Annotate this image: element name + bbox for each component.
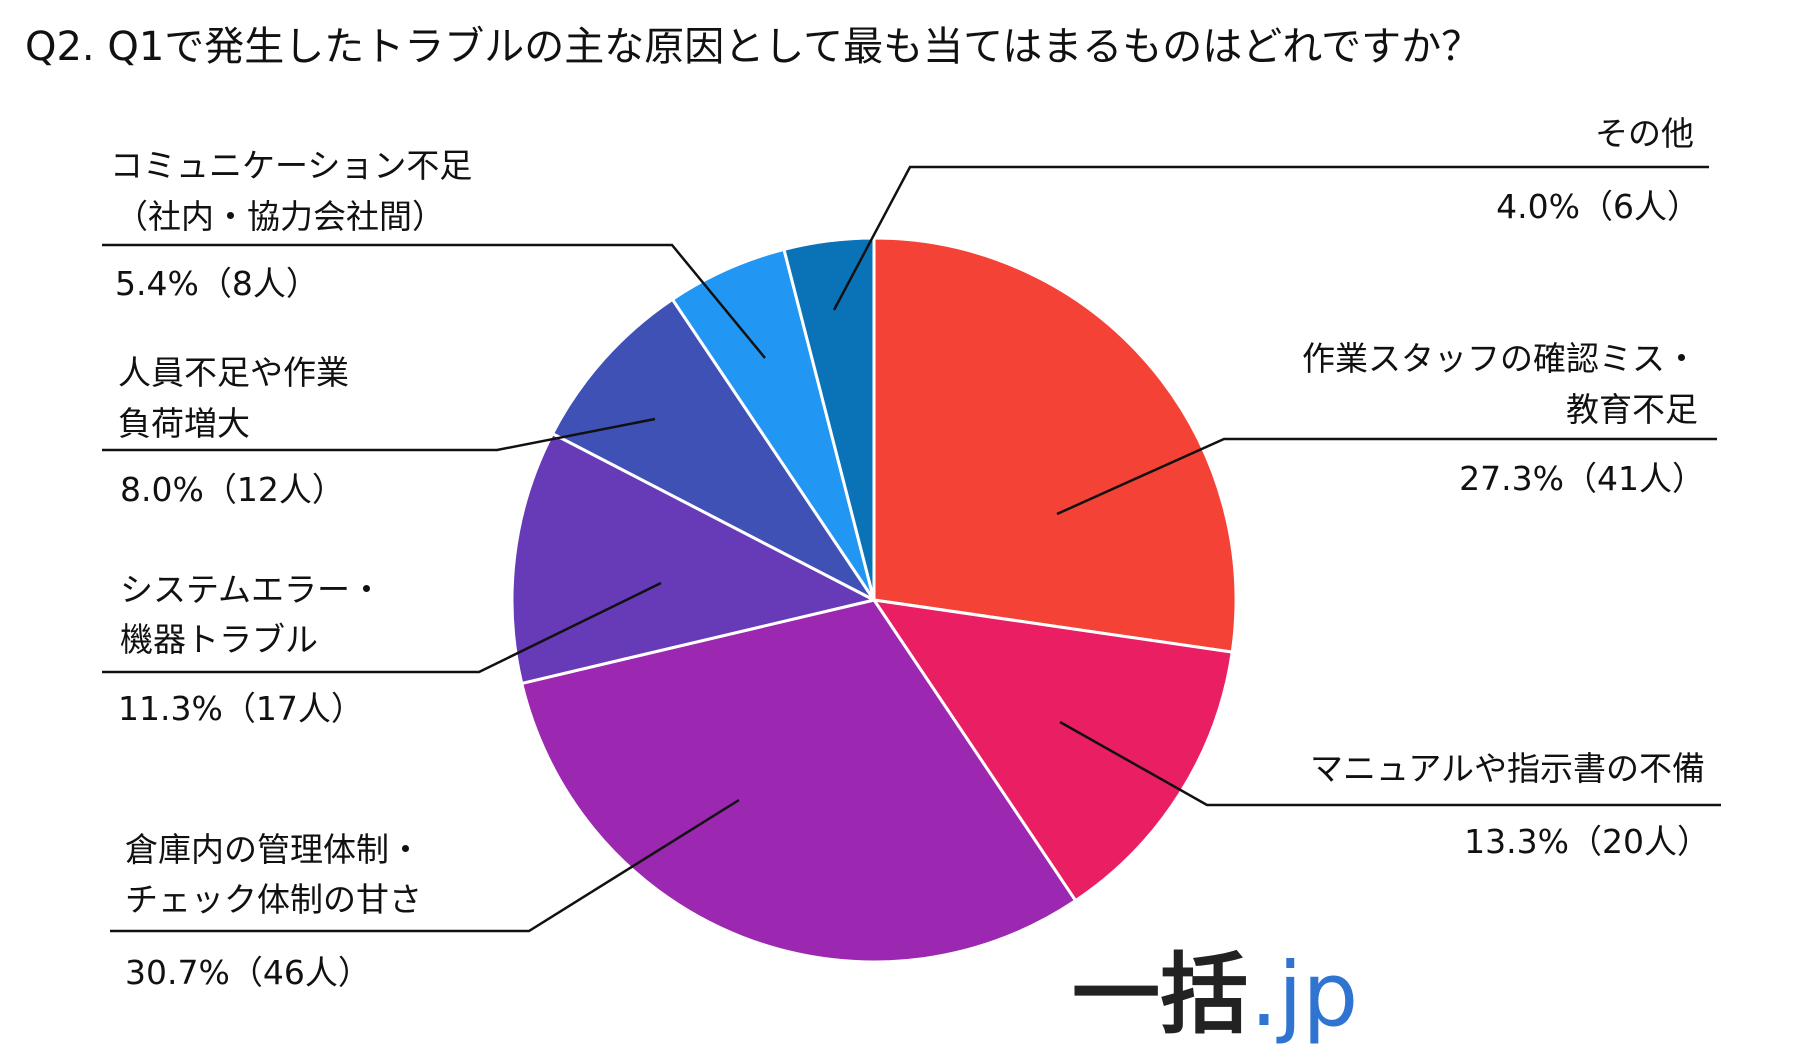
logo: 一括 .jp [1072, 943, 1358, 1046]
slice-label-0-line-2: 教育不足 [1566, 390, 1698, 429]
leader-line-4 [102, 417, 656, 452]
leader-line-2 [110, 798, 740, 933]
pie-slice-0 [872, 236, 1238, 654]
leader-line-6 [832, 165, 1709, 311]
slice-value-0: 27.3%（41人） [1459, 459, 1705, 498]
chart-title: Q2. Q1で発生したトラブルの主な原因として最も当てはまるものはどれですか？ [25, 24, 1481, 70]
slice-label-0-line-1: 作業スタッフの確認ミス・ [1302, 339, 1698, 378]
slice-label-2-line-2: チェック体制の甘さ [125, 880, 422, 919]
slice-label-5-line-2: （社内・協力会社間） [115, 197, 445, 236]
slice-label-6-line-1: その他 [1595, 114, 1694, 153]
slice-value-1: 13.3%（20人） [1464, 822, 1710, 861]
pie-slice-3 [510, 431, 879, 686]
leader-line-1 [1059, 720, 1721, 807]
slice-label-1-line-1: マニュアルや指示書の不備 [1310, 749, 1705, 788]
logo-text-main: 一括 [1072, 943, 1248, 1046]
slice-value-5: 5.4%（8人） [115, 264, 319, 303]
pie-slice-2 [519, 598, 1078, 964]
slice-value-4: 8.0%（12人） [120, 470, 345, 509]
slice-label-4-line-2: 負荷増大 [118, 404, 250, 443]
pie-slice-6 [782, 236, 876, 601]
slice-value-6: 4.0%（6人） [1496, 187, 1700, 226]
slice-label-5-line-1: コミュニケーション不足 [110, 146, 472, 185]
logo-text-domain: .jp [1250, 943, 1358, 1046]
slice-value-2: 30.7%（46人） [125, 953, 371, 992]
pie-slice-4 [550, 297, 876, 602]
leader-line-3 [102, 581, 662, 674]
leader-line-0 [1056, 437, 1717, 516]
slice-label-3-line-2: 機器トラブル [120, 620, 318, 659]
slice-label-4-line-1: 人員不足や作業 [118, 353, 349, 392]
slice-label-2-line-1: 倉庫内の管理体制・ [125, 830, 422, 869]
slice-value-3: 11.3%（17人） [118, 689, 364, 728]
pie-slice-1 [870, 598, 1234, 903]
slice-label-3-line-1: システムエラー・ [120, 570, 383, 609]
leader-line-5 [102, 243, 766, 359]
